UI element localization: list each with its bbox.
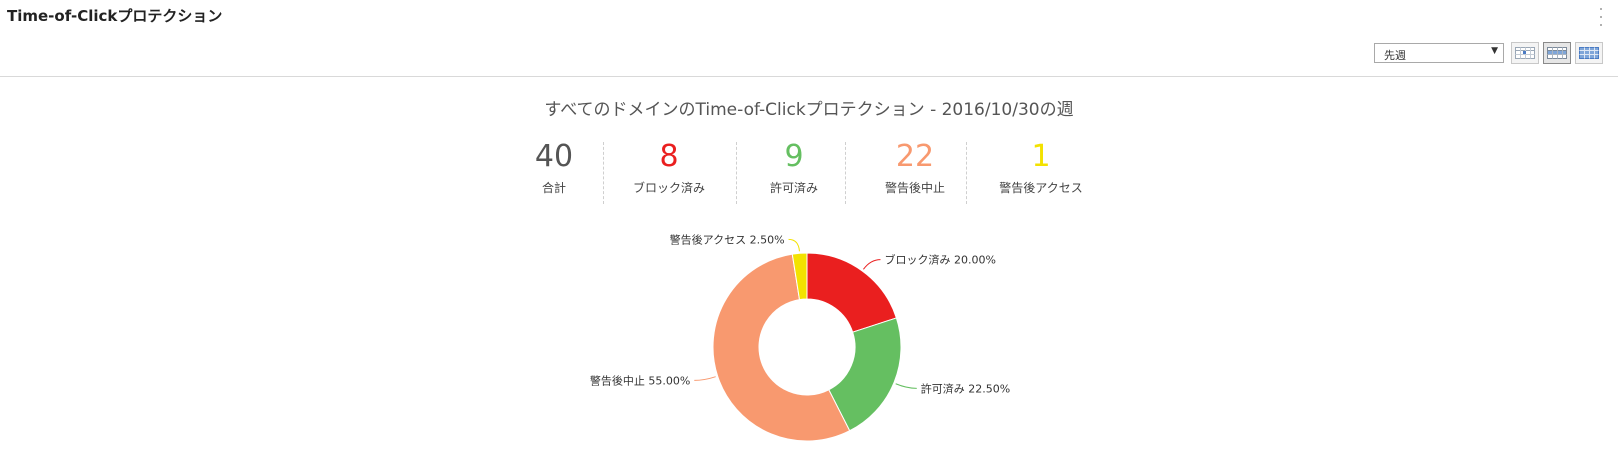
pie-slice-warned-accessed[interactable] [791,252,808,301]
pie-leader-line-allowed [895,383,917,389]
donut-chart: ブロック済み 20.00% 許可済み 22.50% 警告後中止 55.00% 警告後ア… [590,232,1010,442]
stat-divider [603,142,604,204]
stat-blocked-label: ブロック済み [632,181,705,195]
daily-view-button[interactable] [1511,42,1539,64]
pie-label-blocked: ブロック済み 20.00% [884,253,995,267]
pie-slice-blocked[interactable] [806,252,898,333]
chart-title: すべてのドメインのTime-of-Clickプロテクション - 2016/10/… [544,100,1074,120]
chevron-down-icon: ▼ [1491,46,1498,56]
calendar-month-icon [1579,47,1599,59]
stat-allowed-value: 9 [784,139,804,174]
period-select[interactable]: 先週 ▼ [1374,43,1504,63]
pie-leader-line-blocked [863,259,881,270]
calendar-day-icon [1515,47,1535,59]
stat-total-value: 40 [534,139,574,174]
stat-divider [966,142,967,204]
pie-leader-line-warned-aborted [694,376,716,381]
stat-allowed-label: 許可済み [769,181,818,195]
stat-warned-aborted-value: 22 [895,139,935,174]
stat-warned-aborted-label: 警告後中止 [884,181,945,195]
calendar-week-icon [1547,47,1567,59]
more-options-icon[interactable] [1596,8,1606,26]
stat-warned-accessed-value: 1 [1031,139,1051,174]
pie-slice-allowed[interactable] [828,317,902,432]
widget-header: Time-of-Clickプロテクション 先週 ▼ [0,0,1618,77]
stat-warned-accessed: 1 警告後アクセス [978,138,1104,196]
stat-divider [845,142,846,204]
weekly-view-button[interactable] [1543,42,1571,64]
period-select-value: 先週 [1384,49,1406,62]
stat-allowed: 9 許可済み [751,138,837,196]
stat-total-label: 合計 [541,181,566,195]
stat-blocked: 8 ブロック済み [616,138,722,196]
stat-warned-accessed-label: 警告後アクセス [999,181,1083,195]
stat-blocked-value: 8 [659,139,679,174]
stat-total: 40 合計 [521,138,587,196]
pie-slice-warned-aborted[interactable] [712,253,851,442]
stat-warned-aborted: 22 警告後中止 [862,138,968,196]
pie-label-warned-aborted: 警告後中止 55.00% [590,373,690,387]
monthly-view-button[interactable] [1575,42,1603,64]
widget-title: Time-of-Clickプロテクション [7,7,223,25]
stat-divider [736,142,737,204]
pie-leader-line-warned-accessed [788,238,800,252]
pie-label-warned-accessed: 警告後アクセス 2.50% [670,232,785,246]
pie-label-allowed: 許可済み 22.50% [921,381,1010,395]
